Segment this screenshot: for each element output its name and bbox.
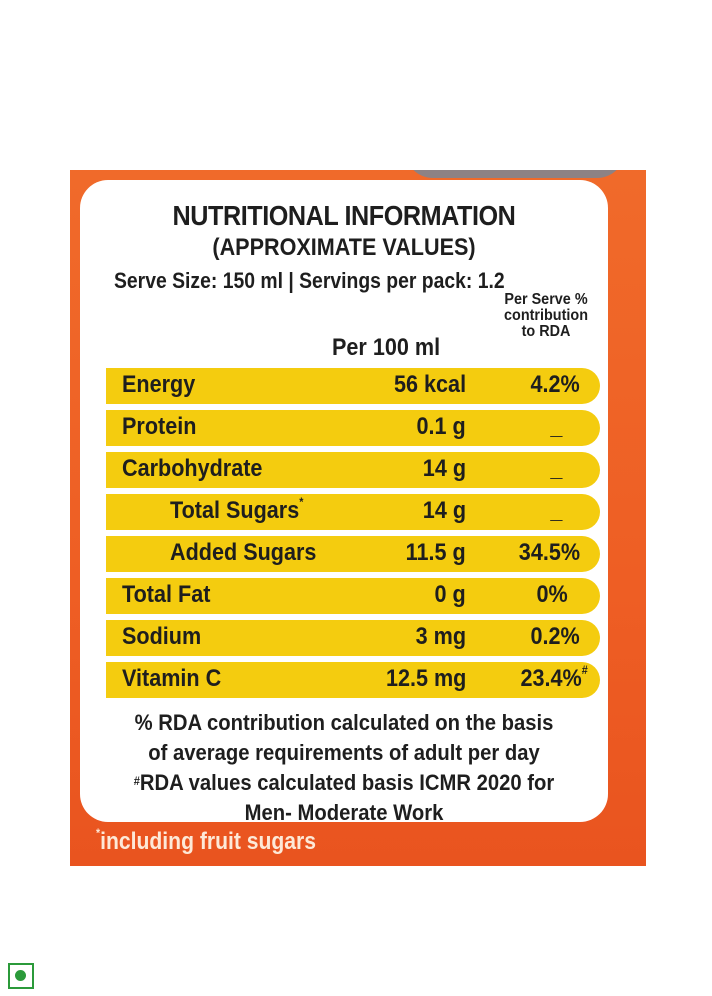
serve-size-info: Serve Size: 150 ml | Servings per pack: … xyxy=(114,268,505,293)
rda-column-header: Per Serve % contribution to RDA xyxy=(504,291,588,340)
nutrient-row-carbohydrate: Carbohydrate 14 g _ xyxy=(106,452,600,488)
nutrient-row-vitamin-c: Vitamin C 12.5 mg 23.4%# xyxy=(106,662,600,698)
nutrient-row-sodium: Sodium 3 mg 0.2% xyxy=(106,620,600,656)
nutrient-row-energy: Energy 56 kcal 4.2% xyxy=(106,368,600,404)
nutrition-card: NUTRITIONAL INFORMATION (APPROXIMATE VAL… xyxy=(80,180,608,825)
per100-column-header: Per 100 ml xyxy=(332,334,441,361)
nutrition-panel: NUTRITIONAL INFORMATION (APPROXIMATE VAL… xyxy=(70,170,646,866)
fruit-sugar-note: *including fruit sugars xyxy=(96,826,317,855)
veg-mark-icon xyxy=(8,963,34,989)
nutrient-row-protein: Protein 0.1 g _ xyxy=(106,410,600,446)
package-graphic xyxy=(405,170,625,178)
nutrient-row-total-sugars: Total Sugars* 14 g _ xyxy=(106,494,600,530)
nutrient-row-added-sugars: Added Sugars 11.5 g 34.5% xyxy=(106,536,600,572)
rda-footnote: % RDA contribution calculated on the bas… xyxy=(133,710,555,825)
nutrient-row-total-fat: Total Fat 0 g 0% xyxy=(106,578,600,614)
nutrition-title: NUTRITIONAL INFORMATION xyxy=(172,200,516,231)
nutrition-subtitle: (APPROXIMATE VALUES) xyxy=(212,234,476,261)
